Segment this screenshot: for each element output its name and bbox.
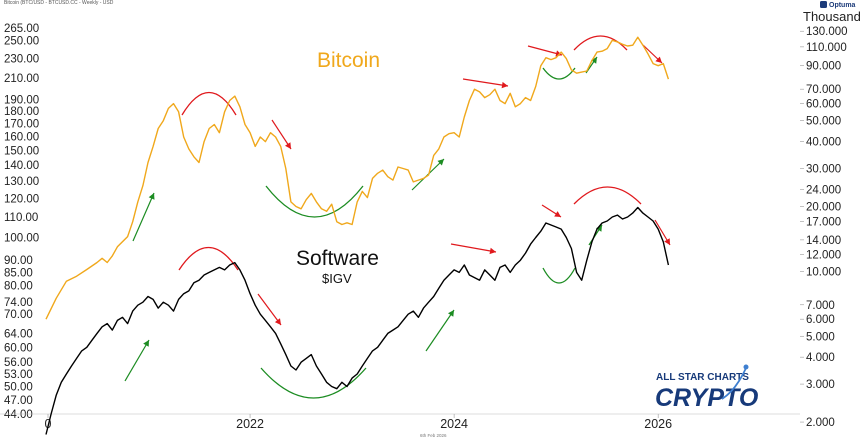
right-tick-label: 4.000 — [806, 352, 835, 364]
top-arc-bitcoin-2021 — [181, 91, 237, 116]
right-tick-label: 110.000 — [806, 42, 847, 54]
left-tick-label: 120.00 — [4, 193, 39, 205]
left-tick-label: 265.00 — [4, 23, 39, 35]
up-arrow-software-2023 — [425, 309, 455, 352]
left-tick-label: 110.00 — [4, 212, 38, 224]
right-tick-label: 24.000 — [806, 184, 841, 196]
down-arrow-bitcoin-2022 — [271, 119, 292, 150]
right-tick-label: 6.000 — [806, 314, 835, 326]
logo-top-text: ALL STAR CHARTS — [656, 372, 749, 383]
left-tick-label: 100.00 — [4, 233, 39, 245]
left-tick-label: 130.00 — [4, 176, 39, 188]
software-series-line — [45, 206, 670, 435]
right-tick-label: 3.000 — [806, 379, 835, 391]
all-star-charts-logo: ALL STAR CHARTS CRYPTO — [655, 364, 759, 412]
left-tick-label: 230.00 — [4, 53, 39, 65]
bottom-arc-software-2022 — [260, 367, 367, 399]
chart-header: Bitcoin (BTC/USD - BTCUSD.CC - Weekly - … — [4, 0, 114, 6]
right-tick-label: 30.000 — [806, 164, 841, 176]
down-arrow-bitcoin-2025 — [527, 45, 563, 57]
optuma-brand-text: Optuma — [829, 2, 856, 9]
left-tick-label: 210.00 — [4, 73, 39, 85]
left-tick-label: 64.00 — [4, 328, 33, 340]
optuma-logo-icon — [820, 1, 827, 8]
down-arrow-bitcoin-2024 — [462, 78, 509, 89]
logo-swoosh-icon — [721, 367, 747, 400]
down-arrow-software-2024 — [450, 243, 497, 255]
left-tick-label: 70.00 — [4, 309, 33, 321]
top-arc-software-2021 — [178, 246, 239, 271]
software-label: Software — [296, 247, 379, 270]
bitcoin-series-line — [45, 36, 670, 320]
left-tick-label: 170.00 — [4, 118, 39, 130]
up-arrow-software-2020 — [124, 339, 150, 382]
right-tick-label: 5.000 — [806, 331, 835, 343]
optuma-brand: Optuma — [820, 1, 856, 9]
up-arrow-bitcoin-2023 — [411, 158, 445, 191]
left-tick-label: 56.00 — [4, 357, 33, 369]
right-tick-label: 40.000 — [806, 137, 841, 149]
left-tick-label: 53.00 — [4, 369, 33, 381]
down-arrow-bitcoin-2026 — [642, 44, 663, 64]
left-tick-label: 60.00 — [4, 342, 33, 354]
right-tick-label: 20.000 — [806, 201, 841, 213]
bitcoin-label: Bitcoin — [317, 49, 380, 72]
right-tick-label: 10.000 — [806, 266, 841, 278]
right-tick-label: 7.000 — [806, 300, 835, 312]
left-tick-label: 140.00 — [4, 160, 39, 172]
up-arrow-bitcoin-2020 — [132, 192, 155, 242]
bottom-arc-bitcoin-2022 — [265, 185, 364, 218]
logo-main-text: CRYPTO — [655, 384, 759, 412]
x-tick-label: 2026 — [644, 417, 672, 431]
top-arc-software-2025 — [573, 186, 642, 205]
down-arrow-software-2026 — [654, 219, 671, 246]
left-tick-label: 150.00 — [4, 145, 39, 157]
left-tick-label: 90.00 — [4, 255, 33, 267]
x-axis: 0 2022 2024 2026 — [45, 414, 672, 431]
left-tick-label: 160.00 — [4, 131, 39, 143]
bottom-arc-software-2025 — [542, 267, 576, 284]
right-tick-label: 2.000 — [806, 417, 835, 429]
x-tick-label: 2022 — [236, 417, 264, 431]
right-axis-unit: Thousand — [803, 9, 860, 24]
x-tick-label: 2024 — [440, 417, 468, 431]
right-tick-label: 12.000 — [806, 249, 841, 261]
left-tick-label: 74.00 — [4, 297, 33, 309]
left-tick-label: 85.00 — [4, 267, 33, 279]
left-tick-label: 47.00 — [4, 395, 33, 407]
left-tick-label: 44.00 — [4, 409, 33, 421]
left-tick-label: 190.00 — [4, 95, 39, 107]
right-tick-label: 14.000 — [806, 235, 841, 247]
left-tick-label: 80.00 — [4, 280, 33, 292]
right-tick-label: 60.000 — [806, 99, 841, 111]
down-arrow-software-2025 — [541, 204, 562, 218]
series-layer — [45, 36, 670, 435]
left-tick-label: 180.00 — [4, 106, 39, 118]
right-tick-label: 70.000 — [806, 84, 841, 96]
down-arrow-software-2022 — [257, 293, 282, 326]
right-tick-label: 17.000 — [806, 217, 841, 229]
right-tick-label: 50.000 — [806, 116, 841, 128]
software-ticker: $IGV — [322, 271, 352, 286]
top-arc-bitcoin-2025 — [573, 35, 628, 51]
right-axis-panel — [800, 0, 860, 414]
annotation-layer — [124, 35, 671, 399]
right-tick-label: 90.000 — [806, 61, 841, 73]
left-tick-label: 250.00 — [4, 36, 39, 48]
bottom-arc-bitcoin-2025 — [542, 67, 576, 80]
logo-star-icon — [743, 364, 749, 370]
left-tick-label: 50.00 — [4, 382, 33, 394]
right-axis: 130.000 110.000 90.000 70.000 60.000 50.000 40… — [800, 26, 848, 429]
chart-footer: 6th Feb 2026 — [420, 433, 447, 438]
right-tick-label: 130.000 — [806, 26, 848, 38]
up-arrow-software-2025 — [588, 224, 603, 246]
